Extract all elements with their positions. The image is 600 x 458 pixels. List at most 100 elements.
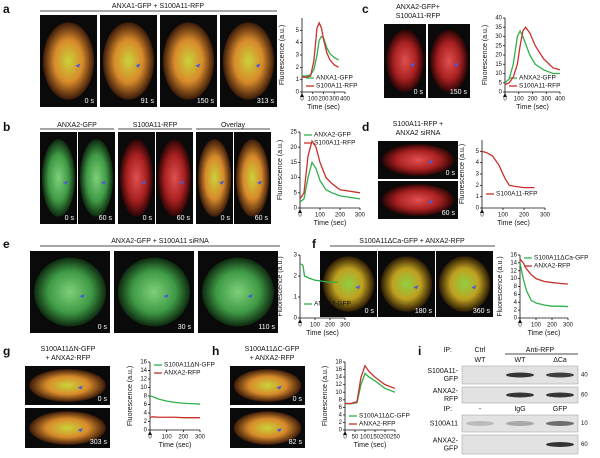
series-line [345,372,396,405]
y-tick-label: 10 [510,276,517,282]
y-tick-label: 16 [335,367,342,373]
series-line [481,150,535,189]
panel-title: S100A11ΔCa-GFP + ANXA2-RFP [359,238,465,245]
time-label: 60 s [255,215,269,222]
band [546,372,574,378]
stimulus-marker [298,319,302,323]
row-label: ANXA2- [433,388,459,395]
y-axis-label: Fluorescence (a.u.) [127,366,134,426]
time-label: 60 s [177,215,191,222]
y-tick-label: 18 [335,360,342,366]
cell [382,144,454,176]
x-tick-label: 300 [563,323,574,329]
time-label: 0 s [293,396,303,403]
y-tick-label: 0 [339,428,343,434]
x-tick-label: 200 [547,323,558,329]
series-line [149,395,201,405]
y-tick-label: 10 [290,175,297,181]
arrowhead [410,62,416,67]
x-axis-label: Time (sec) [516,104,549,111]
y-tick-label: 12 [335,382,342,388]
panel-title: ANXA2-GFP+ [396,4,440,11]
arrowhead [195,63,201,68]
time-label: 313 s [257,98,275,105]
y-tick-label: 5 [294,190,298,196]
x-axis-label: Time (sec) [307,104,340,111]
y-tick-label: 1 [296,77,300,83]
series-line [504,29,560,84]
panel-title: S100A11ΔN-GFP [41,346,96,353]
time-label: 150 s [450,89,468,96]
y-axis-label: Fluorescence (a.u.) [322,366,329,426]
arrowhead [413,285,419,290]
lane-label: IgG [514,406,525,413]
x-tick-label: 300 [541,97,552,103]
y-tick-label: 0 [144,428,148,434]
legend-label: ANXA2-RFP [534,263,570,270]
y-tick-label: 2 [339,420,343,426]
band [506,421,534,426]
x-tick-label: 300 [355,213,366,219]
y-tick-label: 14 [335,375,342,381]
arrowhead [135,63,141,68]
row-label: S100A11- [427,368,458,375]
cell [119,139,154,217]
column-header: Overlay [221,122,246,129]
time-label: 0 s [143,215,153,222]
time-label: 0 s [446,170,456,177]
y-tick-label: 15 [495,62,502,68]
legend-label: S100A11-RFP [519,83,560,90]
arrowhead [355,285,361,290]
x-tick-label: 200 [335,213,346,219]
y-tick-label: 12 [140,377,147,383]
x-tick-label: 0 [518,323,522,329]
x-tick-label: 100 [310,323,321,329]
arrowhead [178,180,184,185]
arrowhead [255,63,261,68]
y-axis-label: Fluorescence (a.u.) [459,144,466,204]
cell [386,29,424,93]
x-tick-label: 100 [162,435,173,441]
arrowhead [218,180,224,185]
stimulus-marker [298,209,302,213]
x-tick-label: 0 [298,213,302,219]
time-label: 60 s [442,210,456,217]
x-tick-label: 200 [325,323,336,329]
ip-label: IP: [443,347,452,354]
series-line [519,262,569,308]
y-tick-label: 2 [296,65,300,71]
panel-label: f [312,237,317,251]
y-axis-label: Fluorescence (a.u.) [277,256,284,316]
y-tick-label: 8 [514,284,518,290]
lane-label: WT [475,357,487,364]
panel-label: g [3,344,10,358]
series-line [504,26,561,86]
time-label: 303 s [90,439,108,446]
panel-title: + ANXA2-RFP [46,355,91,362]
legend-label: S100A11-RFP [496,191,537,198]
legend-label: ANXA2-GFP [314,132,351,139]
arrowhead [62,180,68,185]
stimulus-marker [300,93,304,97]
x-tick-label: 0 [503,97,507,103]
band [506,392,534,398]
series-line [345,364,396,405]
lane-label: ΔCa [553,357,567,364]
time-label: 150 s [197,98,215,105]
y-tick-label: 8 [144,394,148,400]
y-tick-label: 15 [290,160,297,166]
x-tick-label: 200 [527,97,538,103]
legend-label: ANXA1-GFP [316,75,353,82]
time-label: 0 s [85,98,95,105]
x-tick-label: 150 [370,435,381,441]
panel-label: c [362,2,369,16]
y-tick-label: 2 [294,274,298,280]
mw-marker: 40 [581,373,588,379]
mw-marker: 60 [581,442,588,448]
stimulus-marker [343,431,347,435]
cell [233,369,302,402]
stimulus-marker [148,431,152,435]
x-tick-label: 100 [360,435,371,441]
cell [197,139,232,217]
